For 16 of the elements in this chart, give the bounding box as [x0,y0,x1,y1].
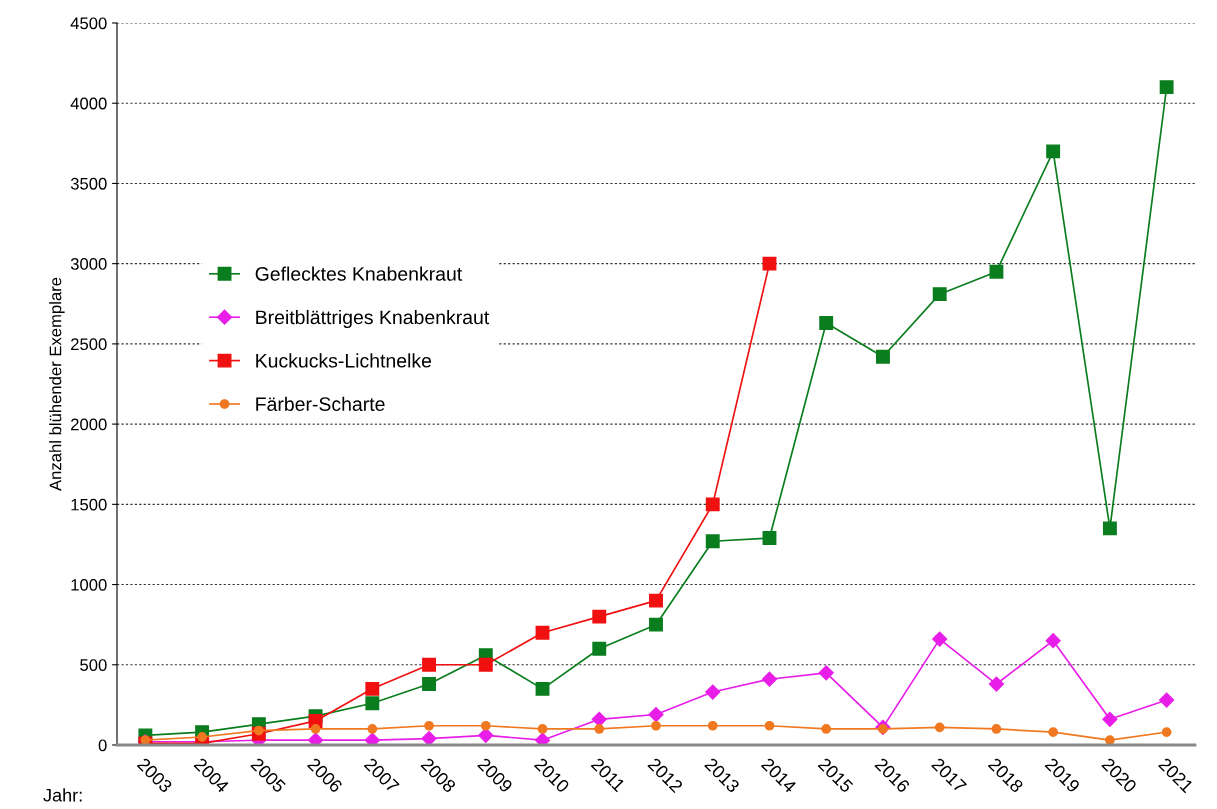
y-tick-label: 4500 [70,17,107,30]
y-tick-label: 0 [98,739,107,752]
y-tick-label: 3500 [70,177,107,190]
x-axis-title: Jahr: [43,788,82,802]
legend-label: Färber-Scharte [256,396,385,412]
y-axis-title: Anzahl blühender Exemplare [49,277,65,491]
y-tick-label: 1500 [71,498,107,511]
y-tick-label: 1000 [71,578,107,591]
y-tick-label: 3000 [70,258,107,270]
legend-label: Breitblättriges Knabenkraut [256,309,490,329]
y-tick-label: 4000 [70,97,107,110]
y-tick-label: 500 [80,659,107,671]
legend-label: Kuckucks-Lichtnelke [256,353,432,368]
legend-label: Geflecktes Knabenkraut [255,266,463,281]
y-tick-label: 2000 [71,418,107,431]
y-tick-label: 2500 [71,338,107,351]
